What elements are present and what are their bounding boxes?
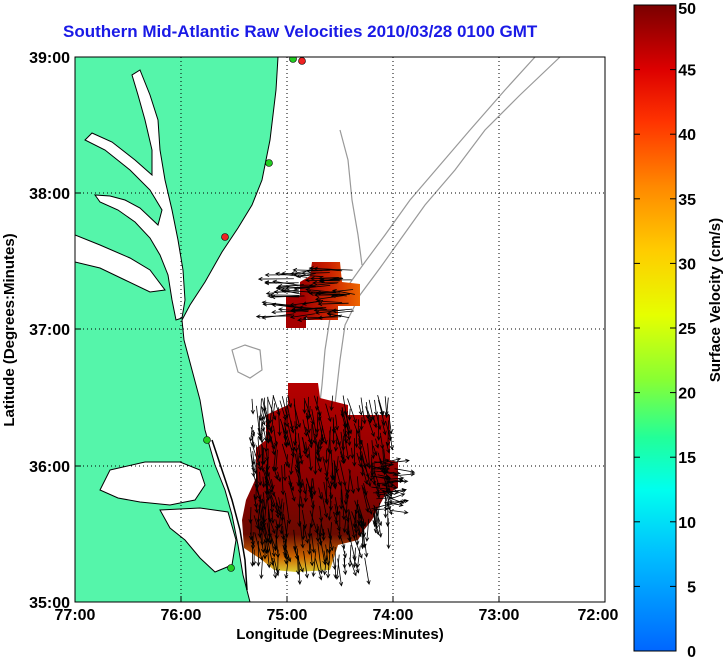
colorbar-tick-label: 10 <box>678 515 696 532</box>
station-marker <box>298 57 306 65</box>
colorbar-tick-label: 5 <box>687 579 696 596</box>
x-tick-label: 73:00 <box>479 607 520 624</box>
x-tick-label: 77:00 <box>55 607 96 624</box>
colorbar-ticks: 0 5 10 15 20 25 30 35 40 45 50 <box>634 1 696 659</box>
station-marker <box>203 436 211 444</box>
colorbar-tick-label: 30 <box>678 256 696 273</box>
colorbar-tick-label: 40 <box>678 127 696 144</box>
velocity-vectors <box>248 266 416 587</box>
y-tick-label: 37:00 <box>29 322 70 339</box>
colorbar-gradient <box>633 4 677 652</box>
colorbar-tick-label: 15 <box>678 450 696 467</box>
station-marker <box>227 564 235 572</box>
y-axis-label: Latitude (Degrees:Minutes) <box>1 233 18 426</box>
radar-stations <box>203 57 306 572</box>
tick-marks <box>75 192 500 602</box>
colorbar-tick-label: 25 <box>678 321 696 338</box>
x-tick-label: 74:00 <box>373 607 414 624</box>
map-title: Southern Mid-Atlantic Raw Velocities 201… <box>63 22 538 41</box>
colorbar: 0 5 10 15 20 25 30 35 40 45 50 Surface Velocity (c… <box>633 1 724 659</box>
x-axis-ticks: 77:00 76:00 75:00 74:00 73:00 72:00 <box>55 607 619 624</box>
x-tick-label: 72:00 <box>578 607 619 624</box>
colorbar-label: Surface Velocity (cm/s) <box>707 218 724 382</box>
colorbar-tick-label: 35 <box>678 192 696 209</box>
y-tick-label: 35:00 <box>29 595 70 612</box>
plot-area <box>75 57 605 602</box>
colorbar-tick-label: 45 <box>678 63 696 80</box>
x-axis-label: Longitude (Degrees:Minutes) <box>236 626 444 643</box>
x-tick-label: 75:00 <box>267 607 308 624</box>
x-tick-label: 76:00 <box>161 607 202 624</box>
colorbar-tick-label: 50 <box>678 1 696 18</box>
station-marker <box>265 159 273 167</box>
y-tick-label: 36:00 <box>29 459 70 476</box>
y-tick-label: 38:00 <box>29 186 70 203</box>
colorbar-tick-label: 20 <box>678 386 696 403</box>
station-marker <box>221 233 229 241</box>
colorbar-tick-label: 0 <box>687 644 696 659</box>
y-axis-ticks: 35:00 37:00 36:00 38:00 39:00 <box>29 50 70 612</box>
station-marker <box>289 57 297 63</box>
y-tick-label: 39:00 <box>29 50 70 67</box>
